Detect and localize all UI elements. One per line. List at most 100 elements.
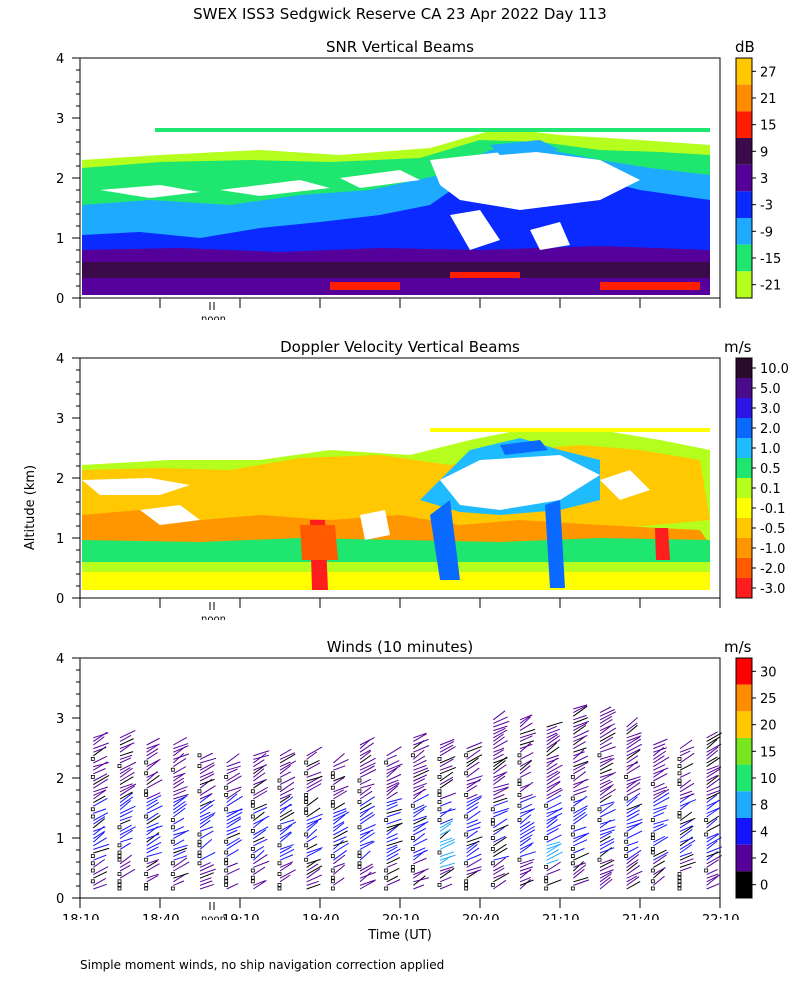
wind-barb — [253, 817, 266, 829]
wind-barb — [519, 825, 535, 836]
wind-barb — [279, 796, 294, 807]
wind-barb — [626, 813, 640, 822]
wind-barb — [493, 873, 506, 879]
colorbar-swatch — [736, 764, 752, 792]
wind-barb — [439, 876, 452, 883]
wind-barb — [493, 786, 509, 793]
colorbar-swatch — [736, 244, 752, 272]
wind-barb — [626, 796, 638, 807]
wind-barb — [493, 729, 508, 739]
wind-barb — [706, 777, 721, 789]
wind-barb — [599, 831, 613, 840]
snr-x-axis: noon — [79, 298, 721, 320]
wind-barb — [199, 752, 213, 760]
wind-barb — [706, 824, 720, 832]
wind-empty-gate — [250, 800, 255, 805]
wind-barb — [519, 834, 533, 843]
wind-barb — [599, 869, 614, 876]
wind-empty-gate — [277, 872, 282, 877]
wind-barb — [706, 768, 720, 778]
wind-barb — [119, 864, 131, 872]
wind-barb — [146, 822, 159, 829]
wind-empty-gate — [650, 868, 655, 873]
wind-barb — [546, 868, 561, 876]
wind-barb — [706, 874, 720, 883]
wind-barb — [599, 709, 615, 717]
wind-empty-gate — [304, 800, 309, 805]
colorbar-swatch — [736, 164, 752, 192]
wind-barb — [706, 875, 719, 886]
wind-barb — [173, 786, 188, 793]
colorbar-swatch — [736, 378, 752, 398]
wind-barb — [306, 821, 319, 832]
wind-barb — [679, 739, 693, 750]
wind-barb — [573, 807, 587, 818]
wind-empty-gate — [650, 836, 655, 841]
doppler-heatmap-panel: 0 1 2 3 4 noon 10.0 5.0 3.0 2.0 1.0 0.5 0.1 -0.1 -0.… — [56, 352, 789, 620]
colorbar-swatch — [736, 111, 752, 138]
x-tick-label: 20:10 — [382, 913, 419, 920]
wind-barb — [706, 789, 721, 796]
wind-barb — [573, 760, 589, 768]
wind-barb — [573, 879, 590, 886]
wind-barb — [653, 782, 665, 789]
colorbar-swatch — [736, 218, 752, 245]
wind-empty-gate — [544, 803, 549, 808]
wind-barb — [173, 880, 185, 886]
wind-barb — [146, 825, 163, 832]
wind-barb — [626, 861, 638, 872]
wind-empty-gate — [250, 879, 255, 884]
wind-barb — [93, 808, 107, 814]
wind-barb — [119, 824, 132, 832]
y-tick-label: 1 — [56, 832, 64, 847]
wind-empty-gate — [357, 789, 362, 794]
wind-empty-gate — [570, 832, 575, 837]
wind-barb — [706, 766, 722, 775]
wind-barb — [226, 883, 239, 890]
wind-barb — [573, 704, 588, 710]
wind-barb — [253, 790, 268, 800]
wind-barb — [93, 768, 106, 775]
wind-empty-gate — [517, 792, 522, 797]
wind-barb — [119, 761, 137, 771]
snr-gap — [100, 150, 640, 250]
wind-barb — [359, 811, 374, 822]
y-tick-label: 4 — [56, 52, 64, 67]
wind-barb — [413, 868, 429, 876]
wind-empty-gate — [437, 850, 442, 855]
wind-barb — [199, 762, 215, 771]
wind-barb — [493, 740, 508, 750]
wind-barb — [93, 775, 110, 786]
doppler-panel-title: Doppler Velocity Vertical Beams — [280, 338, 520, 356]
wind-empty-gate — [517, 760, 522, 765]
wind-barb — [413, 759, 427, 768]
footnote: Simple moment winds, no ship navigation … — [80, 958, 445, 972]
wind-barb — [653, 819, 669, 825]
wind-empty-gate — [544, 875, 549, 880]
wind-barb — [706, 840, 718, 850]
winds-panel-title: Winds (10 minutes) — [326, 638, 474, 656]
wind-barb — [333, 808, 347, 814]
wind-barb — [653, 767, 669, 775]
doppler-colorbar: 10.0 5.0 3.0 2.0 1.0 0.5 0.1 -0.1 -0.5 -1.0 -2.0 -3… — [735, 357, 789, 599]
wind-barb — [546, 813, 563, 822]
wind-barb — [226, 816, 241, 825]
winds-x-axis: noon 18:10 18:40 19:10 19:40 20:10 20:40 21:10 2… — [62, 898, 739, 920]
wind-barb — [386, 879, 401, 886]
wind-barb — [253, 880, 267, 890]
wind-barb — [626, 849, 642, 861]
wind-empty-gate — [464, 753, 469, 758]
wind-barb — [653, 797, 670, 807]
wind-empty-gate — [170, 839, 175, 844]
wind-barb — [573, 833, 587, 840]
wind-barb — [146, 859, 160, 865]
wind-barb — [306, 883, 321, 890]
wind-empty-gate — [570, 886, 575, 891]
snr-region-dark — [82, 262, 710, 278]
wind-barb — [599, 757, 615, 768]
wind-barb — [546, 754, 559, 760]
wind-barb — [493, 760, 506, 771]
wind-barb — [706, 732, 723, 742]
wind-barb — [146, 748, 159, 757]
wind-empty-gate — [437, 792, 442, 797]
